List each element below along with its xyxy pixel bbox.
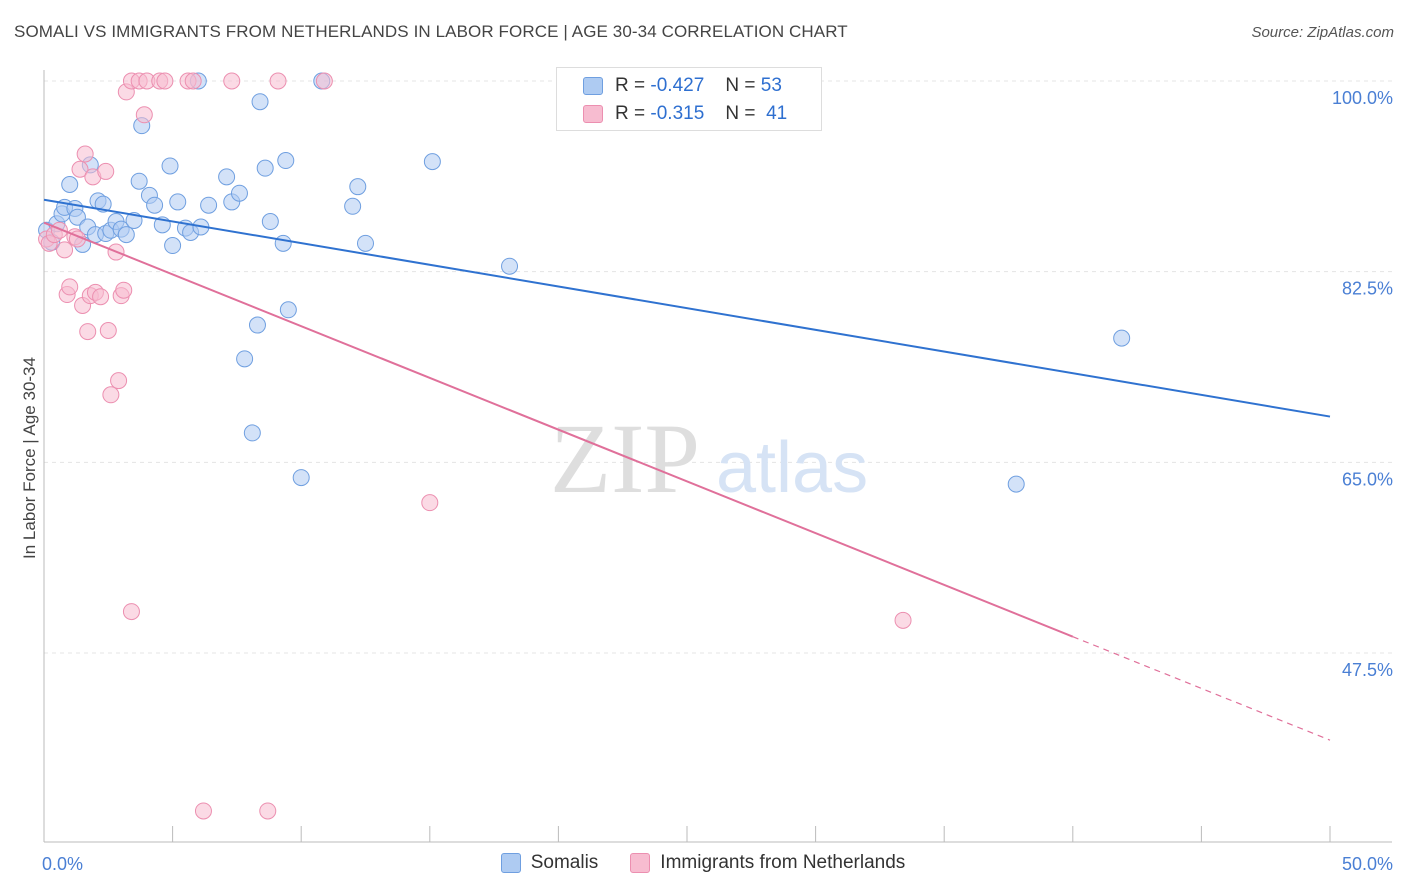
y-tick-label: 100.0% <box>1332 88 1393 108</box>
somalis-point <box>146 196 164 214</box>
netherlands-trend-line-extension <box>1072 636 1331 741</box>
somalis-point <box>169 193 187 211</box>
netherlands-legend-swatch <box>630 853 651 873</box>
netherlands-point <box>71 160 89 178</box>
netherlands-point <box>97 162 115 180</box>
somalis-point <box>349 178 367 196</box>
somalis-point <box>243 424 261 442</box>
x-tick-label: 50.0% <box>1342 854 1393 874</box>
somalis-point <box>236 350 254 368</box>
somalis-point <box>501 257 519 275</box>
legend-item-somalis: Somalis <box>500 852 599 874</box>
stats-row-netherlands: R = -0.315 N = 41 <box>583 102 787 126</box>
data-points <box>38 72 1131 820</box>
n-label: N = <box>725 75 756 96</box>
netherlands-point <box>115 281 133 299</box>
chart-title: SOMALI VS IMMIGRANTS FROM NETHERLANDS IN… <box>14 22 848 41</box>
somalis-point <box>164 237 182 255</box>
series-legend: Somalis Immigrants from Netherlands <box>0 852 1406 874</box>
somalis-swatch <box>583 77 603 95</box>
netherlands-point <box>92 288 110 306</box>
somalis-point <box>1113 329 1131 347</box>
somalis-point <box>274 234 292 252</box>
stats-row-somalis: R = -0.427 N = 53 <box>583 74 782 98</box>
somalis-point <box>277 152 295 170</box>
somalis-point <box>117 226 135 244</box>
netherlands-point <box>223 72 241 90</box>
y-tick-label: 82.5% <box>1342 279 1393 299</box>
somalis-legend-swatch <box>500 853 521 873</box>
netherlands-point <box>894 611 912 629</box>
somalis-point <box>292 469 310 487</box>
stats-legend: R = -0.427 N = 53 R = -0.315 N = 41 <box>556 67 822 131</box>
somalis-point <box>61 176 79 194</box>
legend-item-netherlands: Immigrants from Netherlands <box>630 852 905 874</box>
netherlands-point <box>79 323 97 341</box>
x-tick-label: 0.0% <box>42 854 83 874</box>
y-tick-label: 47.5% <box>1342 660 1393 680</box>
trend-lines <box>43 198 1331 741</box>
netherlands-point <box>110 372 128 390</box>
netherlands-point <box>156 72 174 90</box>
watermark-zip: ZIP <box>550 403 700 514</box>
netherlands-point <box>99 322 117 340</box>
netherlands-point <box>56 241 74 259</box>
netherlands-point <box>269 72 287 90</box>
netherlands-swatch <box>583 105 603 123</box>
chart-source: Source: ZipAtlas.com <box>1251 24 1394 41</box>
netherlands-point <box>315 72 333 90</box>
netherlands-point <box>184 72 202 90</box>
somalis-point <box>279 301 297 319</box>
legend-label-netherlands: Immigrants from Netherlands <box>660 852 906 873</box>
netherlands-point <box>122 603 140 621</box>
somalis-point <box>251 93 269 111</box>
y-axis-label: In Labor Force | Age 30-34 <box>20 357 39 559</box>
netherlands-point <box>76 145 94 163</box>
netherlands-point <box>135 106 153 124</box>
somalis-point <box>230 184 248 202</box>
netherlands-trend-line <box>43 221 1074 638</box>
n-label: N = <box>725 103 756 124</box>
somalis-point <box>344 197 362 215</box>
legend-label-somalis: Somalis <box>530 852 599 873</box>
somalis-point <box>248 316 266 334</box>
somalis-point <box>161 157 179 175</box>
netherlands-point <box>102 386 120 404</box>
tick-labels: 100.0% 82.5% 65.0% 47.5% 0.0% 50.0% <box>42 88 1393 874</box>
netherlands-point <box>194 802 212 820</box>
somalis-point <box>423 153 441 171</box>
somalis-point <box>68 208 86 226</box>
n-value: 41 <box>766 103 788 124</box>
somalis-trend-line <box>43 198 1331 418</box>
somalis-point <box>357 234 374 252</box>
netherlands-point <box>421 494 439 512</box>
netherlands-point <box>61 278 79 296</box>
somalis-point <box>261 213 279 231</box>
somalis-point <box>218 168 236 186</box>
somalis-point <box>200 196 218 214</box>
r-value: -0.315 <box>650 103 705 124</box>
y-tick-label: 65.0% <box>1342 469 1393 489</box>
somalis-point <box>130 172 148 190</box>
r-label: R = <box>615 103 646 124</box>
watermark-atlas: atlas <box>716 428 868 508</box>
netherlands-point <box>259 802 277 820</box>
axes <box>43 70 1392 843</box>
somalis-point <box>1007 475 1025 493</box>
n-value: 53 <box>760 75 782 96</box>
r-value: -0.427 <box>650 75 705 96</box>
r-label: R = <box>615 75 646 96</box>
somalis-point <box>256 159 274 177</box>
